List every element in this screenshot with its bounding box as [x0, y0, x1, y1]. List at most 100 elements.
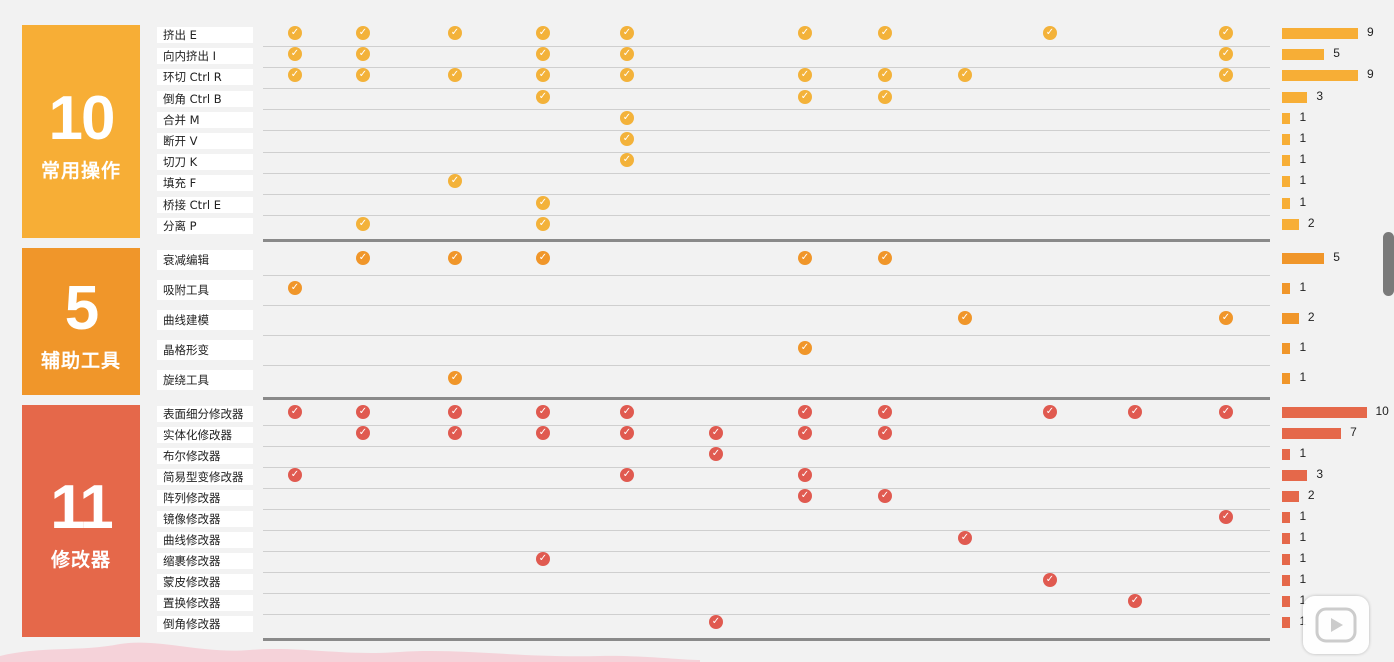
check-circle-icon: ✓	[878, 26, 892, 40]
check-circle-icon: ✓	[709, 615, 723, 629]
count-bar	[1282, 449, 1291, 460]
row-label: 合并 M	[157, 111, 253, 128]
row-separator	[263, 335, 1270, 336]
row-separator	[263, 194, 1270, 195]
check-circle-icon: ✓	[448, 251, 462, 265]
count-label: 1	[1299, 340, 1307, 354]
row-separator	[263, 593, 1270, 594]
row-separator	[263, 215, 1270, 216]
check-circle-icon: ✓	[878, 89, 892, 104]
row-separator	[263, 109, 1270, 110]
count-label: 1	[1299, 280, 1307, 294]
row-label: 曲线修改器	[157, 532, 253, 548]
check-circle-icon: ✓	[356, 26, 370, 40]
row-label: 蒙皮修改器	[157, 574, 253, 590]
count-label: 1	[1299, 131, 1307, 145]
check-circle-icon: ✓	[288, 26, 302, 40]
check-circle-icon: ✓	[1219, 47, 1233, 62]
row-separator	[263, 488, 1270, 489]
count-bar	[1282, 512, 1291, 523]
row-label: 倒角修改器	[157, 616, 253, 632]
count-label: 1	[1299, 551, 1307, 565]
count-label: 1	[1299, 593, 1307, 607]
check-circle-icon: ✓	[1128, 405, 1142, 419]
check-circle-icon: ✓	[536, 68, 550, 83]
row-label: 晶格形变	[157, 340, 253, 360]
count-label: 1	[1299, 370, 1307, 384]
check-circle-icon: ✓	[536, 405, 550, 419]
row-label: 填充 F	[157, 175, 253, 192]
check-circle-icon: ✓	[1219, 26, 1233, 40]
group-title: 常用操作	[40, 159, 121, 182]
row-label: 阵列修改器	[157, 490, 253, 506]
check-circle-icon: ✓	[448, 68, 462, 83]
check-circle-icon: ✓	[356, 47, 370, 62]
count-bar	[1282, 428, 1342, 439]
row-label: 曲线建模	[157, 310, 253, 330]
count-bar	[1282, 617, 1291, 628]
row-separator	[263, 67, 1270, 68]
check-circle-icon: ✓	[620, 110, 634, 125]
check-circle-icon: ✓	[709, 447, 723, 461]
row-separator	[263, 152, 1270, 153]
check-circle-icon: ✓	[878, 489, 892, 503]
count-bar	[1282, 70, 1359, 82]
check-circle-icon: ✓	[448, 405, 462, 419]
count-bar	[1282, 91, 1308, 103]
count-bar	[1282, 112, 1291, 124]
row-separator	[263, 614, 1270, 615]
row-label: 镜像修改器	[157, 511, 253, 527]
count-bar	[1282, 373, 1291, 384]
check-circle-icon: ✓	[798, 468, 812, 482]
check-circle-icon: ✓	[620, 426, 634, 440]
count-bar	[1282, 470, 1308, 481]
check-circle-icon: ✓	[288, 405, 302, 419]
count-bar	[1282, 49, 1325, 61]
check-circle-icon: ✓	[356, 426, 370, 440]
count-bar	[1282, 343, 1291, 354]
count-label: 2	[1307, 215, 1315, 230]
count-label: 1	[1299, 614, 1306, 628]
scrollbar-thumb[interactable]	[1383, 232, 1394, 296]
check-circle-icon: ✓	[356, 405, 370, 419]
row-separator	[263, 425, 1270, 426]
check-circle-icon: ✓	[958, 531, 972, 545]
check-circle-icon: ✓	[1219, 68, 1233, 83]
check-circle-icon: ✓	[878, 426, 892, 440]
group-divider	[263, 638, 1270, 641]
row-separator	[263, 530, 1270, 531]
row-separator	[263, 275, 1270, 276]
row-label: 旋绕工具	[157, 370, 253, 390]
count-label: 5	[1333, 46, 1340, 61]
check-circle-icon: ✓	[536, 26, 550, 40]
check-circle-icon: ✓	[536, 47, 550, 62]
count-bar	[1282, 283, 1291, 294]
check-circle-icon: ✓	[288, 68, 302, 83]
check-circle-icon: ✓	[620, 153, 634, 168]
count-label: 9	[1367, 25, 1374, 39]
check-circle-icon: ✓	[620, 468, 634, 482]
check-circle-icon: ✓	[1219, 311, 1233, 325]
group-divider	[263, 397, 1270, 400]
play-button[interactable]	[1303, 596, 1369, 654]
row-label: 缩裹修改器	[157, 553, 253, 569]
count-label: 10	[1375, 404, 1389, 418]
count-label: 5	[1333, 250, 1340, 264]
count-bar	[1282, 253, 1325, 264]
group-panel: 5 辅助工具	[22, 248, 140, 395]
group-panel: 11 修改器	[22, 405, 140, 637]
row-separator	[263, 572, 1270, 573]
count-label: 2	[1307, 488, 1315, 502]
check-circle-icon: ✓	[958, 68, 972, 83]
row-label: 倒角 Ctrl B	[157, 90, 253, 107]
check-circle-icon: ✓	[356, 216, 370, 231]
count-bar	[1282, 313, 1299, 324]
row-label: 简易型变修改器	[157, 469, 253, 485]
check-circle-icon: ✓	[536, 251, 550, 265]
count-bar	[1282, 491, 1299, 502]
row-separator	[263, 509, 1270, 510]
check-circle-icon: ✓	[536, 552, 550, 566]
count-bar	[1282, 134, 1291, 145]
count-bar	[1282, 533, 1291, 544]
row-label: 切刀 K	[157, 154, 253, 171]
